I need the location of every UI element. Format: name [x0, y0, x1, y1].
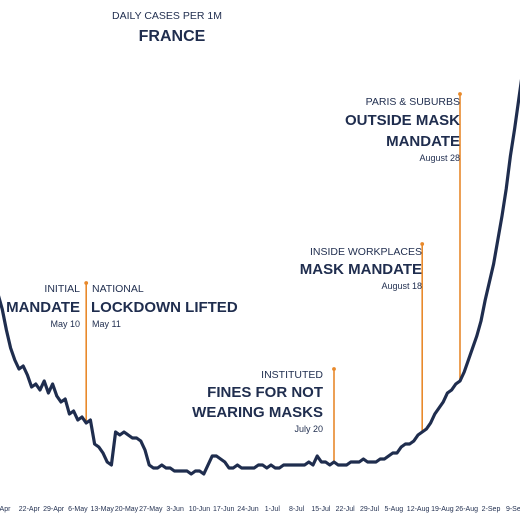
x-tick-label: 27-May	[139, 506, 163, 513]
annotation-workplace-mandate-line2: MASK MANDATE	[300, 261, 422, 278]
annotation-workplace-mandate-line1: INSIDE WORKPLACES	[310, 246, 422, 258]
chart-subtitle: DAILY CASES PER 1M	[112, 10, 222, 22]
x-tick-label: Apr	[0, 506, 11, 513]
annotation-paris-outside-mandate-date: August 28	[419, 153, 460, 163]
x-tick-label: 13-May	[91, 506, 115, 513]
annotation-marker-dot	[458, 92, 462, 96]
x-tick-label: 26-Aug	[455, 506, 478, 513]
x-tick-label: 8-Jul	[289, 506, 305, 513]
annotation-initial-mandate: INITIAL MANDATE May 10	[6, 283, 80, 329]
annotation-lockdown-lifted-line1: NATIONAL	[92, 283, 144, 295]
x-tick-label: 2-Sep	[482, 506, 501, 513]
x-tick-label: 22-Apr	[19, 506, 41, 513]
annotation-marker-dot	[332, 367, 336, 371]
x-tick-label: 20-May	[115, 506, 139, 513]
x-tick-label: 1-Jul	[265, 506, 281, 513]
annotation-paris-outside-mandate-line2: OUTSIDE MASK	[345, 112, 460, 129]
series-line	[0, 78, 520, 476]
chart-title: FRANCE	[139, 28, 206, 45]
annotation-mask-fines-line2: FINES FOR NOT	[207, 384, 323, 401]
annotation-markers	[84, 92, 462, 462]
x-tick-label: 10-Jun	[189, 506, 211, 513]
x-tick-label: 12-Aug	[407, 506, 430, 513]
x-tick-label: 24-Jun	[237, 506, 259, 513]
x-tick-label: 29-Jul	[360, 506, 380, 513]
annotation-lockdown-lifted-line2: LOCKDOWN LIFTED	[91, 299, 238, 316]
annotation-paris-outside-mandate-line1: PARIS & SUBURBS	[366, 96, 460, 108]
annotation-paris-outside-mandate: PARIS & SUBURBS OUTSIDE MASK MANDATE Aug…	[345, 96, 460, 163]
annotation-initial-mandate-date: May 10	[50, 319, 80, 329]
x-tick-label: 9-Sep	[506, 506, 520, 513]
annotation-paris-outside-mandate-line3: MANDATE	[386, 133, 460, 150]
x-tick-label: 5-Aug	[384, 506, 403, 513]
annotation-mask-fines-date: July 20	[294, 424, 323, 434]
x-tick-label: 15-Jul	[311, 506, 331, 513]
x-tick-label: 19-Aug	[431, 506, 454, 513]
annotation-marker-dot	[84, 281, 89, 285]
annotation-mask-fines-line3: WEARING MASKS	[192, 404, 323, 421]
x-tick-label: 17-Jun	[213, 506, 235, 513]
annotation-lockdown-lifted: NATIONAL LOCKDOWN LIFTED May 11	[91, 283, 238, 329]
annotation-marker-dot	[420, 242, 425, 246]
annotation-mask-fines: INSTITUTED FINES FOR NOT WEARING MASKS J…	[192, 369, 323, 434]
x-tick-label: 22-Jul	[336, 506, 356, 513]
annotation-workplace-mandate-date: August 18	[381, 281, 422, 291]
x-tick-label: 3-Jun	[166, 506, 184, 513]
annotation-workplace-mandate: INSIDE WORKPLACES MASK MANDATE August 18	[300, 246, 422, 291]
x-tick-label: 6-May	[68, 506, 88, 513]
annotation-initial-mandate-line2: MANDATE	[6, 299, 80, 316]
annotation-mask-fines-line1: INSTITUTED	[261, 369, 323, 381]
x-axis-ticks: Apr 22-Apr 29-Apr 6-May 13-May 20-May 27-May 3-…	[0, 506, 520, 513]
annotation-initial-mandate-line1: INITIAL	[44, 283, 80, 295]
annotation-lockdown-lifted-date: May 11	[92, 319, 121, 329]
x-tick-label: 29-Apr	[43, 506, 65, 513]
